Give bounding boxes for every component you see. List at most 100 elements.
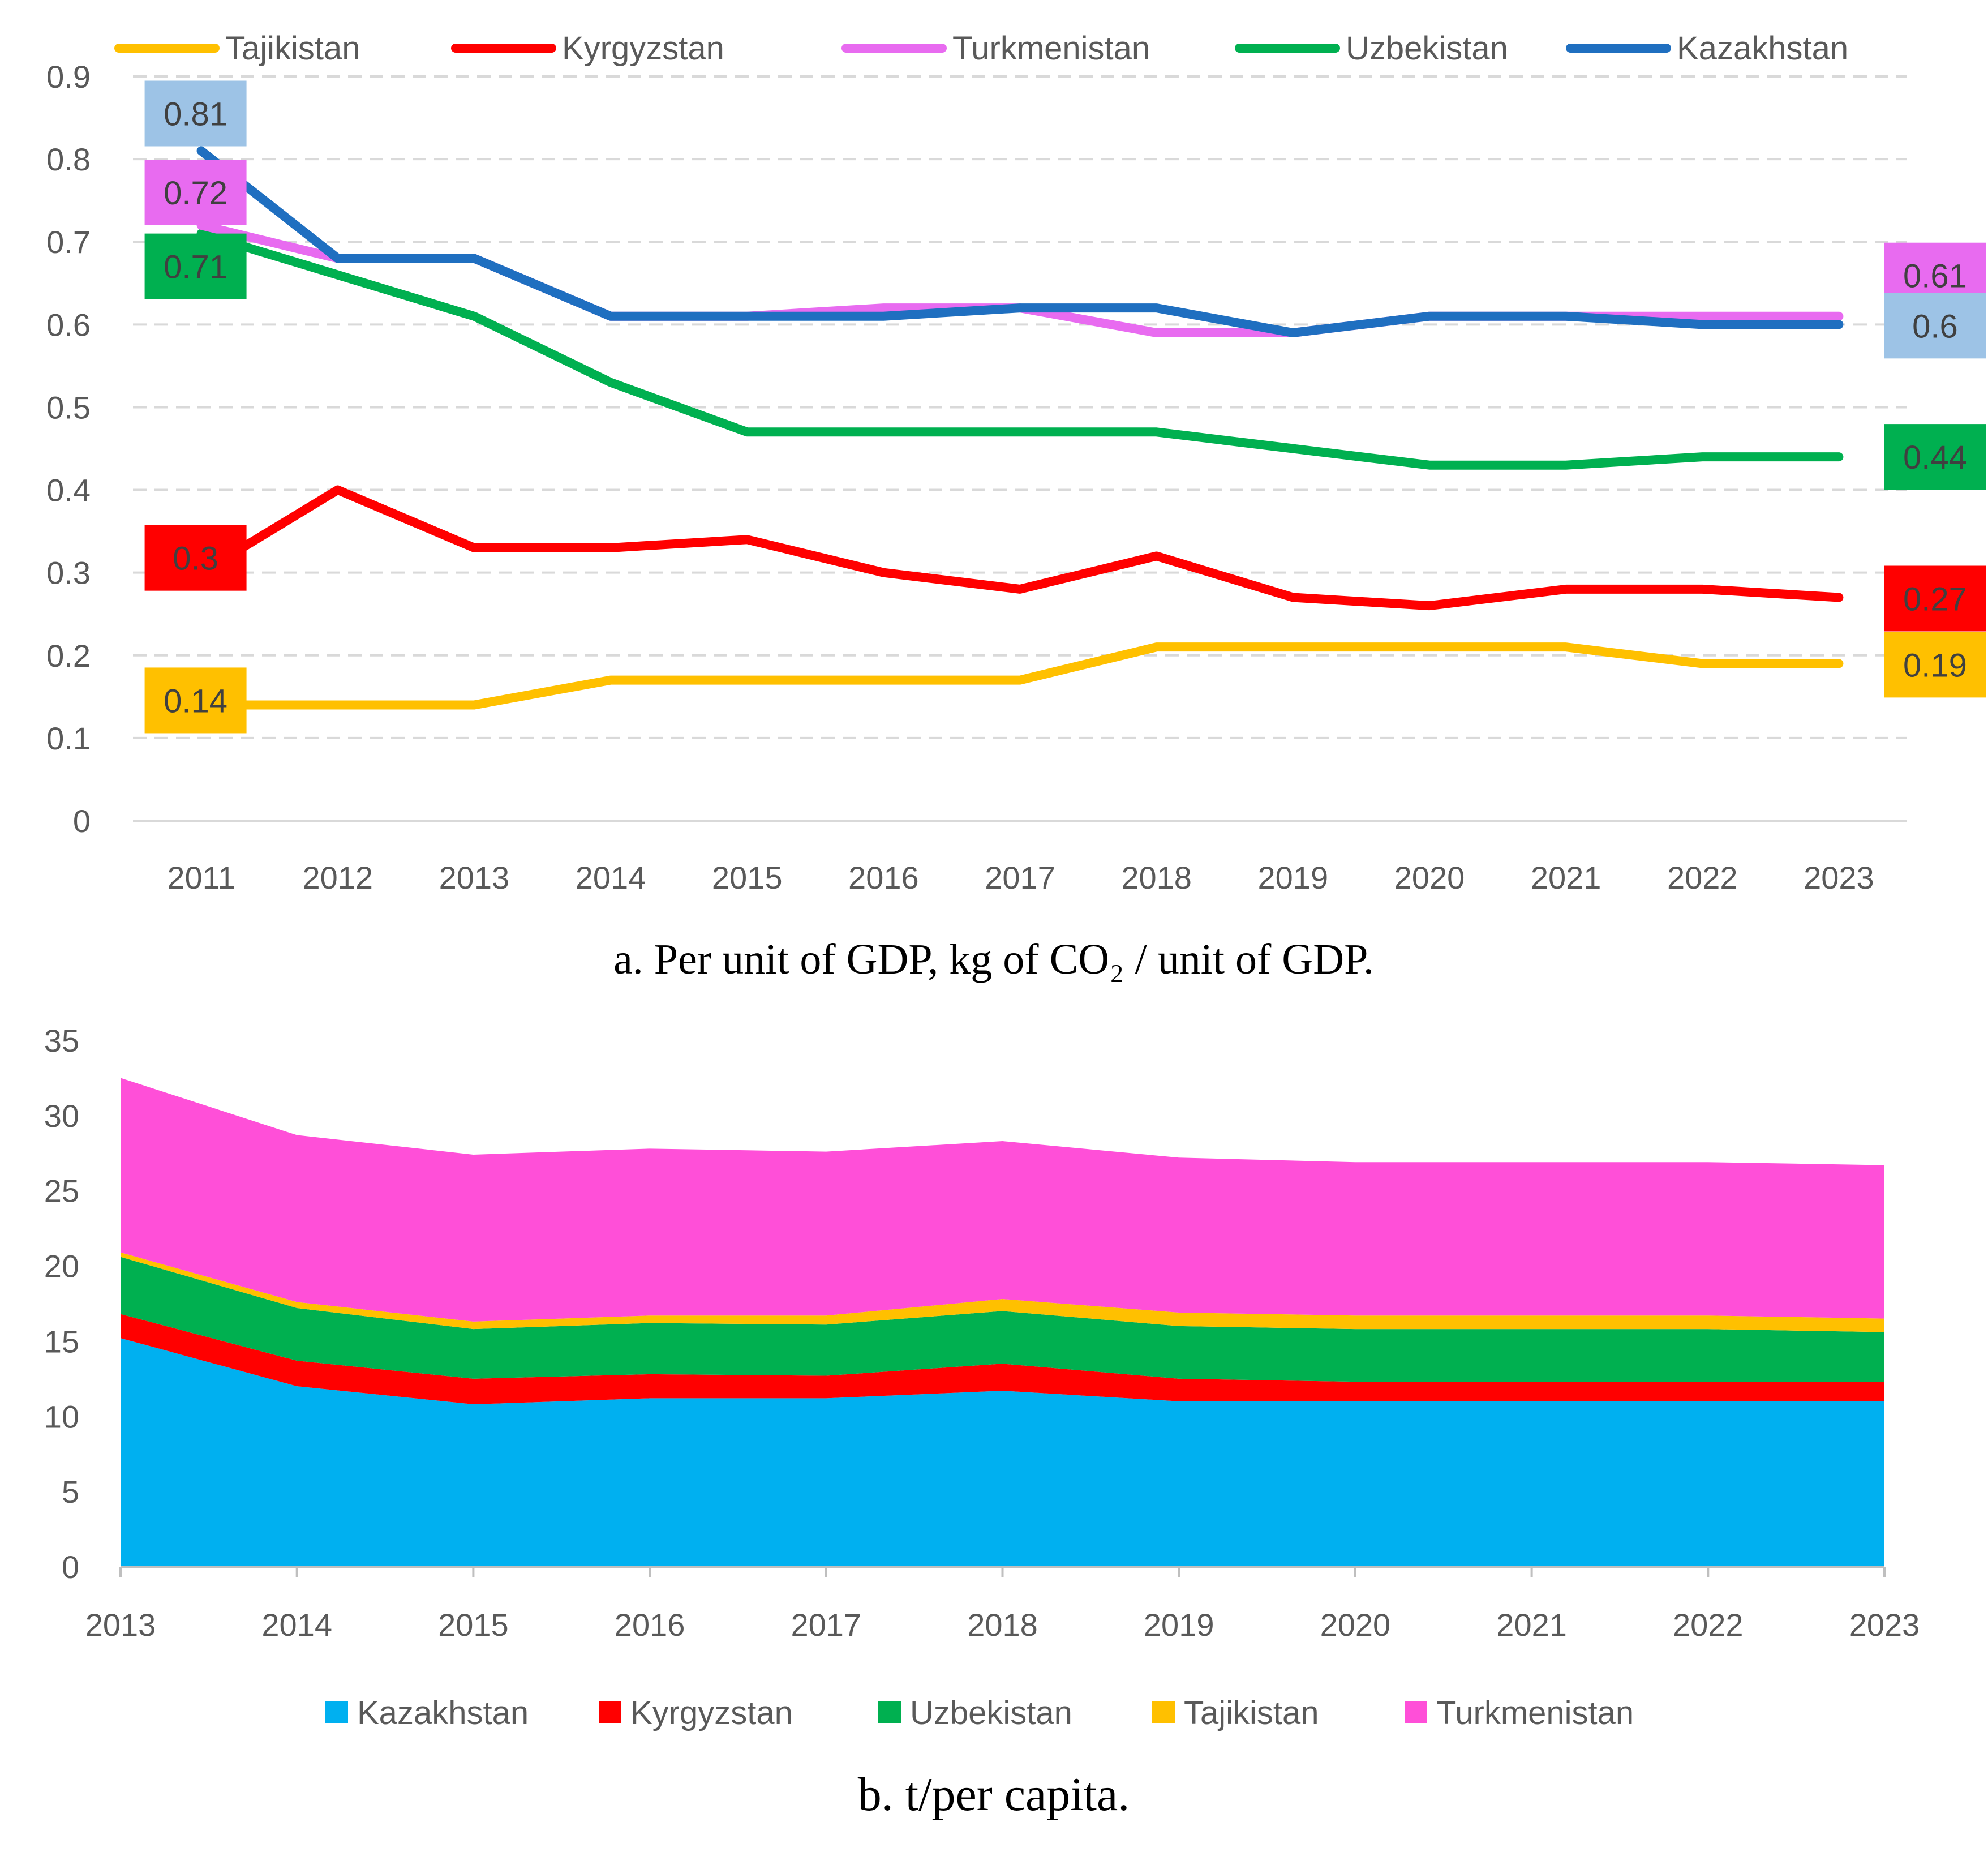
chart-b-legend-label-turkmenistan: Turkmenistan (1436, 1695, 1634, 1731)
chart-a-x-tick-label: 2023 (1804, 860, 1874, 895)
chart-a-series-line-uzbekistan (196, 229, 1844, 470)
chart-b-y-tick-label: 35 (44, 1023, 79, 1058)
chart-a-x-tick-label: 2022 (1667, 860, 1738, 895)
chart-a-start-label-box-uzbekistan (144, 233, 247, 299)
chart-b-x-tick-label: 2017 (791, 1607, 862, 1643)
chart-a-x-tick-label: 2017 (985, 860, 1055, 895)
chart-a-y-axis-ticks: 0 0.1 0.2 0.3 0.4 0.5 0.6 0.7 0.8 0.9 (46, 59, 91, 839)
chart-b-x-axis-ticks: 2013 2014 2015 2016 2017 2018 2019 2020 2021 2022… (85, 1607, 1920, 1643)
chart-a-x-tick-label: 2011 (167, 860, 235, 895)
chart-a-x-tick-label: 2015 (712, 860, 783, 895)
chart-a-legend-label-tajikistan: Tajikistan (225, 30, 360, 67)
chart-b-legend-swatch-kyrgyzstan (599, 1701, 621, 1723)
chart-b-x-tick-label: 2013 (85, 1607, 156, 1643)
chart-a-y-tick-label: 0.2 (46, 638, 91, 674)
chart-a-end-label-box-uzbekistan (1884, 424, 1986, 490)
chart-a-y-tick-label: 0.7 (46, 224, 91, 260)
chart-b-legend-swatch-tajikistan (1152, 1701, 1175, 1723)
chart-b-legend-label-kyrgyzstan: Kyrgyzstan (630, 1695, 793, 1731)
chart-a-y-tick-label: 0.3 (46, 555, 91, 591)
chart-a-x-tick-label: 2021 (1531, 860, 1601, 895)
chart-a-y-tick-label: 0.4 (46, 473, 91, 508)
chart-a-end-data-label-turkmenistan: 0.61 (1903, 258, 1967, 295)
chart-b-x-tick-label: 2022 (1673, 1607, 1744, 1643)
chart-b-y-tick-label: 0 (62, 1549, 79, 1585)
chart-a-end-label-box-kyrgyzstan (1884, 565, 1986, 632)
chart-a-x-tick-label: 2016 (848, 860, 919, 895)
chart-b-x-tick-label: 2020 (1320, 1607, 1391, 1643)
chart-a-start-data-label-turkmenistan: 0.72 (164, 175, 227, 212)
chart-a-x-tick-label: 2013 (439, 860, 510, 895)
chart-a-end-label-box-kazakhstan (1884, 293, 1986, 359)
chart-a-legend: Tajikistan Kyrgyzstan Turkmenistan Uzbekist… (114, 30, 1848, 67)
chart-a-series-line-kazakhstan (196, 146, 1844, 337)
chart-a-line-chart: 00.10.20.30.40.50.60.70.80.9 2011 2012 201… (46, 30, 1986, 983)
chart-b-x-tick-label: 2019 (1144, 1607, 1214, 1643)
chart-b-x-tick-label: 2021 (1496, 1607, 1567, 1643)
chart-a-start-label-box-kyrgyzstan (144, 525, 247, 591)
chart-b-area-uzbekistan (121, 1257, 1884, 1382)
chart-b-legend-swatch-turkmenistan (1405, 1701, 1427, 1723)
chart-b-legend: Kazakhstan Kyrgyzstan Uzbekistan Tajikistan… (325, 1695, 1634, 1731)
chart-a-start-data-label-kyrgyzstan: 0.3 (173, 541, 218, 577)
chart-b-area-kazakhstan (121, 1338, 1884, 1567)
chart-a-start-data-label-uzbekistan: 0.71 (164, 249, 227, 286)
chart-a-x-tick-label: 2014 (576, 860, 646, 895)
chart-b-x-tick-label: 2018 (967, 1607, 1038, 1643)
chart-a-legend-label-kazakhstan: Kazakhstan (1677, 30, 1848, 67)
chart-a-x-tick-label: 2019 (1258, 860, 1329, 895)
chart-a-series-line-kyrgyzstan (196, 485, 1844, 611)
chart-b-y-tick-label: 15 (44, 1323, 79, 1359)
chart-b-x-tick-label: 2016 (615, 1607, 685, 1643)
chart-a-caption: a. Per unit of GDP, kg of CO₂ / unit of … (613, 936, 1374, 983)
chart-a-start-label-box-turkmenistan (144, 160, 247, 225)
chart-a-x-tick-label: 2020 (1394, 860, 1465, 895)
chart-a-end-data-label-tajikistan: 0.19 (1903, 647, 1967, 684)
chart-b-legend-label-tajikistan: Tajikistan (1184, 1695, 1319, 1731)
chart-a-legend-label-uzbekistan: Uzbekistan (1346, 30, 1508, 67)
chart-a-x-tick-label: 2018 (1121, 860, 1192, 895)
chart-a-y-tick-label: 0.5 (46, 389, 91, 425)
chart-a-y-tick-label: 0.6 (46, 307, 91, 342)
chart-a-x-axis-ticks: 2011 2012 2013 2014 2015 2016 2017 2018 2019 2020… (167, 860, 1874, 895)
chart-a-y-tick-label: 0.1 (46, 721, 91, 756)
chart-a-y-tick-label: 0.9 (46, 59, 91, 95)
chart-a-series-line-tajikistan (196, 642, 1844, 710)
chart-a-legend-label-kyrgyzstan: Kyrgyzstan (562, 30, 724, 67)
chart-a-start-data-label-tajikistan: 0.14 (164, 683, 227, 719)
chart-b-axes (119, 1566, 1886, 1577)
chart-b-area-tajikistan (121, 1252, 1884, 1332)
chart-a-end-data-label-uzbekistan: 0.44 (1903, 439, 1967, 476)
chart-a-y-tick-label: 0.8 (46, 142, 91, 177)
chart-a-start-label-box-tajikistan (144, 667, 247, 734)
chart-b-legend-swatch-kazakhstan (325, 1701, 348, 1723)
chart-b-stacked-areas (121, 1078, 1884, 1567)
chart-b-x-tick-label: 2015 (438, 1607, 509, 1643)
chart-b-y-axis-ticks: 0 5 10 15 20 25 30 35 (44, 1023, 79, 1585)
chart-b-x-tick-label: 2023 (1849, 1607, 1920, 1643)
chart-b-caption: b. t/per capita. (858, 1768, 1130, 1821)
chart-b-x-tick-label: 2014 (261, 1607, 332, 1643)
chart-b-y-tick-label: 5 (62, 1474, 79, 1510)
chart-a-y-tick-label: 0 (73, 803, 91, 839)
chart-a-series-lines (196, 146, 1844, 710)
chart-b-legend-label-kazakhstan: Kazakhstan (357, 1695, 529, 1731)
chart-b-area-turkmenistan (121, 1078, 1884, 1322)
chart-a-end-label-box-tajikistan (1884, 632, 1986, 698)
chart-a-start-label-box-kazakhstan (144, 80, 247, 147)
chart-a-gridlines (133, 75, 1907, 822)
chart-b-y-tick-label: 25 (44, 1173, 79, 1209)
chart-a-legend-label-turkmenistan: Turkmenistan (952, 30, 1150, 67)
chart-a-end-data-label-kazakhstan: 0.6 (1912, 308, 1958, 345)
chart-a-end-data-label-kyrgyzstan: 0.27 (1903, 581, 1967, 618)
chart-a-start-data-label-kazakhstan: 0.81 (164, 96, 227, 133)
chart-a-x-tick-label: 2012 (302, 860, 373, 895)
chart-b-y-tick-label: 10 (44, 1399, 79, 1434)
chart-b-y-tick-label: 20 (44, 1249, 79, 1284)
chart-b-y-tick-label: 30 (44, 1098, 79, 1134)
chart-b-legend-label-uzbekistan: Uzbekistan (910, 1695, 1072, 1731)
chart-a-data-labels: 0.14 0.19 0.3 0.27 0.72 0.61 0.71 0.44 0.81 0.6 (144, 80, 1986, 734)
chart-b-legend-swatch-uzbekistan (878, 1701, 901, 1723)
